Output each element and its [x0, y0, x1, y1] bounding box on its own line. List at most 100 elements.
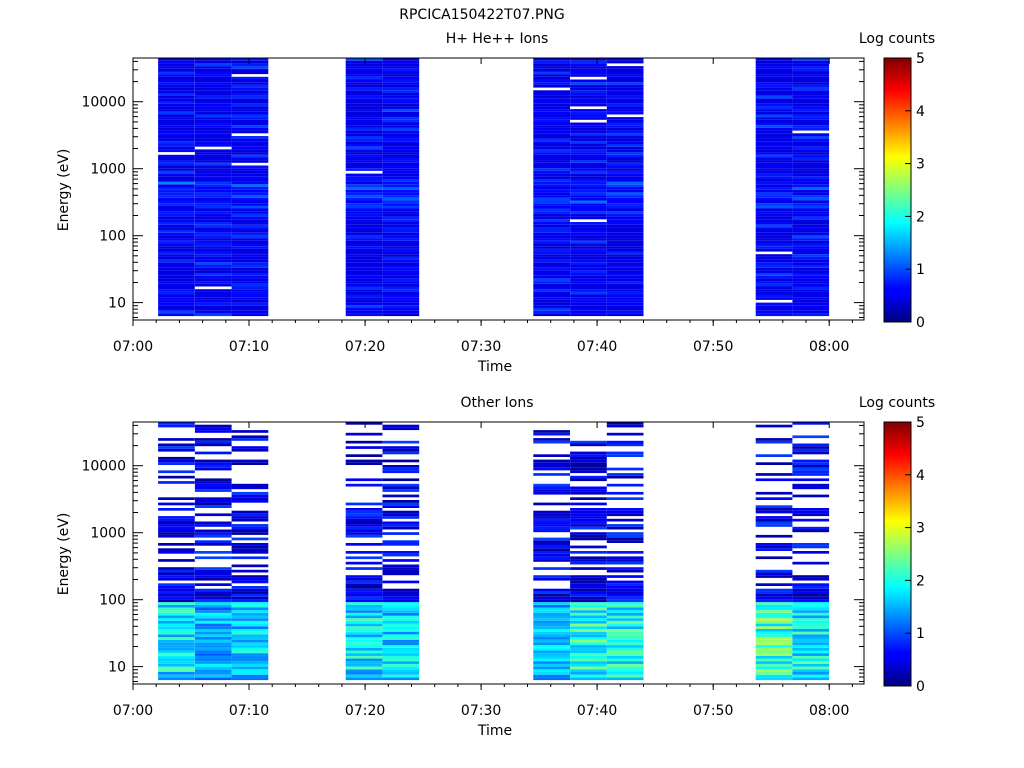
heatmap-cell: [533, 181, 570, 185]
heatmap-cell: [792, 184, 830, 187]
heatmap-cell: [570, 513, 607, 517]
heatmap-cell: [345, 160, 383, 163]
heatmap-cell: [755, 154, 793, 158]
heatmap-cell: [792, 575, 830, 578]
heatmap-cell: [194, 84, 232, 88]
heatmap-cell: [194, 106, 232, 110]
heatmap-cell: [606, 160, 644, 163]
heatmap-cell: [158, 111, 195, 115]
heatmap-cell: [194, 424, 232, 428]
heatmap-cell: [606, 637, 644, 640]
heatmap-cell: [606, 262, 644, 265]
heatmap-cell: [345, 275, 383, 279]
heatmap-cell: [382, 227, 420, 230]
heatmap-cell: [382, 184, 420, 187]
heatmap-cell: [194, 302, 232, 306]
heatmap-cell: [792, 232, 830, 236]
heatmap-cell: [231, 259, 269, 263]
heatmap-cell: [606, 451, 644, 455]
heatmap-cell: [231, 645, 269, 648]
heatmap-cell: [570, 586, 607, 589]
heatmap-cell: [606, 289, 644, 292]
heatmap-cell: [382, 446, 420, 449]
heatmap-cell: [792, 248, 830, 252]
heatmap-cell: [533, 273, 570, 276]
heatmap-cell: [755, 262, 793, 265]
heatmap-cell: [570, 454, 607, 457]
heatmap-cell: [755, 440, 793, 444]
heatmap-cell: [533, 222, 570, 225]
heatmap-cell: [755, 133, 793, 136]
heatmap-cell: [194, 513, 232, 517]
heatmap-cell: [231, 262, 269, 265]
x-tick-label: 07:10: [229, 703, 269, 719]
colorbar-tick-label: 2: [916, 573, 925, 589]
heatmap-cell: [792, 227, 830, 230]
heatmap-cell: [755, 111, 793, 115]
heatmap-cell: [382, 273, 420, 276]
heatmap-cell: [194, 222, 232, 225]
heatmap-cell: [345, 297, 383, 300]
heatmap-cell: [345, 138, 383, 142]
heatmap-cell: [533, 615, 570, 619]
heatmap-cell: [792, 610, 830, 613]
heatmap-cell: [158, 157, 195, 161]
heatmap-cell: [231, 569, 269, 573]
heatmap-cell: [792, 599, 830, 603]
heatmap-cell: [194, 278, 232, 282]
heatmap-cell: [570, 510, 607, 514]
heatmap-cell: [345, 63, 383, 67]
heatmap-cell: [345, 286, 383, 290]
heatmap-cell: [533, 459, 570, 463]
heatmap-cell: [533, 76, 570, 80]
heatmap-cell: [158, 222, 195, 225]
heatmap-cell: [345, 604, 383, 608]
heatmap-cell: [755, 79, 793, 83]
heatmap-cell: [792, 305, 830, 308]
heatmap-cell: [533, 661, 570, 664]
heatmap-cell: [606, 524, 644, 527]
heatmap-cell: [570, 489, 607, 492]
heatmap-cell: [606, 133, 644, 136]
heatmap-cell: [755, 626, 793, 629]
heatmap-cell: [231, 666, 269, 670]
heatmap-cell: [792, 195, 830, 198]
heatmap-cell: [194, 297, 232, 300]
heatmap-cell: [231, 192, 269, 196]
heatmap-cell: [231, 181, 269, 185]
heatmap-cell: [231, 66, 269, 69]
heatmap-cell: [158, 481, 195, 484]
heatmap-cell: [382, 459, 420, 463]
heatmap-cell: [231, 658, 269, 662]
heatmap-cell: [158, 92, 195, 96]
heatmap-cell: [231, 543, 269, 546]
heatmap-cell: [792, 200, 830, 204]
heatmap-cell: [755, 615, 793, 619]
heatmap-cell: [345, 173, 383, 177]
heatmap-cell: [606, 629, 644, 632]
heatmap-cell: [345, 583, 383, 586]
heatmap-cell: [345, 232, 383, 236]
heatmap-cell: [755, 534, 793, 538]
heatmap-cell: [570, 165, 607, 169]
heatmap-cell: [194, 626, 232, 629]
heatmap-cell: [231, 127, 269, 131]
heatmap-cell: [231, 84, 269, 88]
heatmap-cell: [231, 596, 269, 600]
heatmap-cell: [606, 267, 644, 271]
heatmap-cell: [231, 165, 269, 169]
heatmap-cell: [570, 674, 607, 678]
heatmap-cell: [194, 478, 232, 482]
heatmap-cell: [606, 181, 644, 185]
heatmap-cell: [231, 184, 269, 187]
heatmap-cell: [755, 216, 793, 220]
heatmap-cell: [570, 459, 607, 463]
heatmap-cell: [158, 567, 195, 570]
heatmap-cell: [231, 119, 269, 123]
heatmap-cell: [606, 532, 644, 535]
heatmap-cell: [755, 63, 793, 67]
heatmap-cell: [194, 60, 232, 64]
heatmap-cell: [570, 299, 607, 303]
heatmap-cell: [231, 275, 269, 279]
heatmap-cell: [345, 526, 383, 530]
